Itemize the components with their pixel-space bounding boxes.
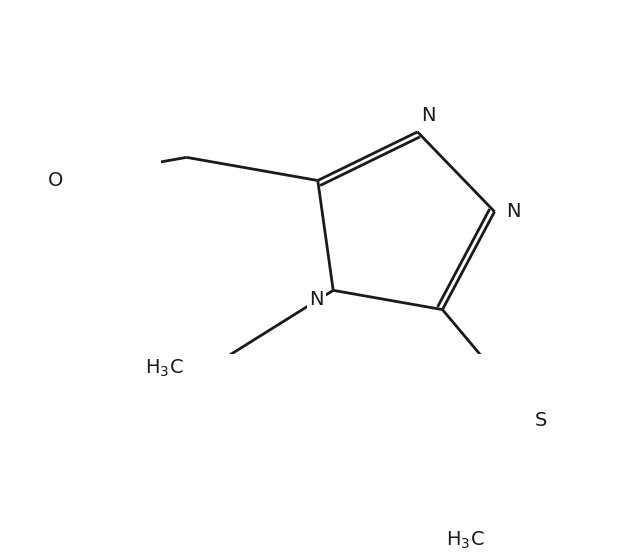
Text: N: N bbox=[309, 290, 324, 309]
Text: $\mathregular{H_3C}$: $\mathregular{H_3C}$ bbox=[145, 358, 183, 379]
Text: N: N bbox=[506, 202, 520, 221]
Text: $\mathregular{H_3C}$: $\mathregular{H_3C}$ bbox=[446, 529, 484, 551]
Text: N: N bbox=[421, 106, 436, 125]
Text: O: O bbox=[48, 171, 63, 190]
Text: S: S bbox=[535, 412, 547, 431]
